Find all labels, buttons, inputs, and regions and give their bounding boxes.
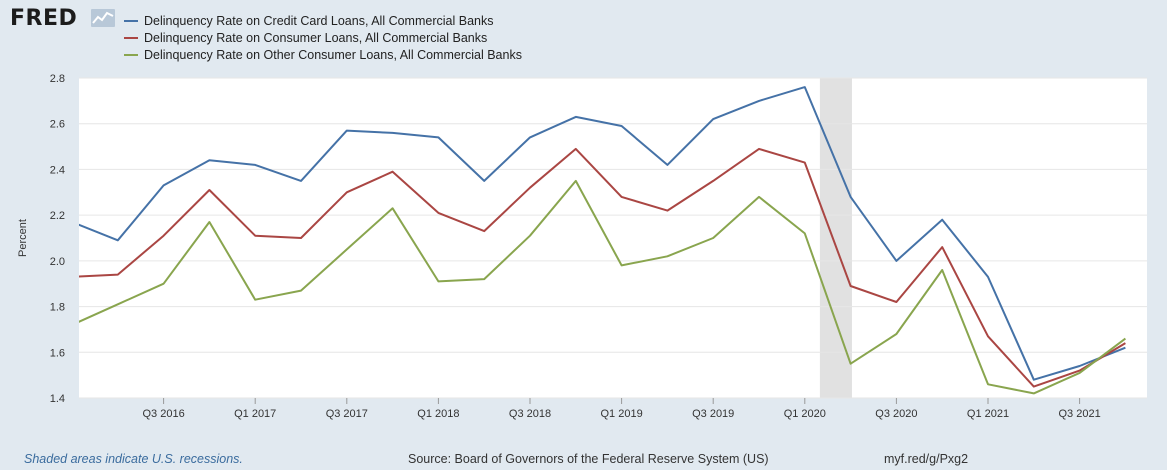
legend-label: Delinquency Rate on Credit Card Loans, A… — [144, 13, 494, 28]
legend-item-consumer[interactable]: Delinquency Rate on Consumer Loans, All … — [124, 29, 522, 46]
legend-label: Delinquency Rate on Consumer Loans, All … — [144, 30, 488, 45]
y-tick-label: 1.4 — [50, 393, 65, 405]
y-tick-label: 2.8 — [50, 73, 65, 85]
series-line-0[interactable] — [72, 86, 1126, 381]
legend-label: Delinquency Rate on Other Consumer Loans… — [144, 47, 522, 62]
x-tick-label: Q3 2021 — [1058, 408, 1100, 420]
x-tick-label: Q1 2020 — [784, 408, 826, 420]
legend-item-other-consumer[interactable]: Delinquency Rate on Other Consumer Loans… — [124, 46, 522, 63]
x-tick-label: Q1 2017 — [234, 408, 276, 420]
x-tick-label: Q3 2016 — [142, 408, 184, 420]
x-tick-label: Q3 2017 — [326, 408, 368, 420]
x-tick-label: Q3 2018 — [509, 408, 551, 420]
series-line-2[interactable] — [72, 179, 1126, 395]
chart-legend: Delinquency Rate on Credit Card Loans, A… — [124, 12, 522, 63]
legend-item-credit-card[interactable]: Delinquency Rate on Credit Card Loans, A… — [124, 12, 522, 29]
y-tick-label: 2.2 — [50, 210, 65, 222]
legend-swatch — [124, 19, 138, 22]
x-tick-label: Q1 2019 — [600, 408, 642, 420]
y-tick-label: 1.6 — [50, 347, 65, 359]
x-tick-label: Q1 2018 — [417, 408, 459, 420]
y-tick-label: 1.8 — [50, 302, 65, 314]
y-tick-label: 2.0 — [50, 256, 65, 268]
source-note: Source: Board of Governors of the Federa… — [408, 452, 769, 466]
series-line-1[interactable] — [72, 147, 1126, 388]
fred-logo[interactable]: FRED — [10, 6, 78, 31]
x-tick-label: Q3 2019 — [692, 408, 734, 420]
y-axis-label: Percent — [17, 219, 29, 257]
recession-band — [819, 78, 852, 398]
short-url[interactable]: myf.red/g/Pxg2 — [884, 452, 969, 466]
plot-area — [79, 78, 1147, 398]
y-tick-label: 2.4 — [50, 164, 65, 176]
legend-swatch — [124, 36, 138, 39]
x-tick-label: Q1 2021 — [967, 408, 1009, 420]
x-tick-label: Q3 2020 — [875, 408, 917, 420]
recession-note: Shaded areas indicate U.S. recessions. — [24, 452, 243, 466]
legend-swatch — [124, 53, 138, 56]
line-chart: Q3 2016 Q1 2017 Q3 2017 Q1 2018 Q3 2018 Q1 20… — [17, 73, 1147, 420]
line-chart-icon — [91, 9, 115, 27]
y-tick-label: 2.6 — [50, 119, 65, 131]
